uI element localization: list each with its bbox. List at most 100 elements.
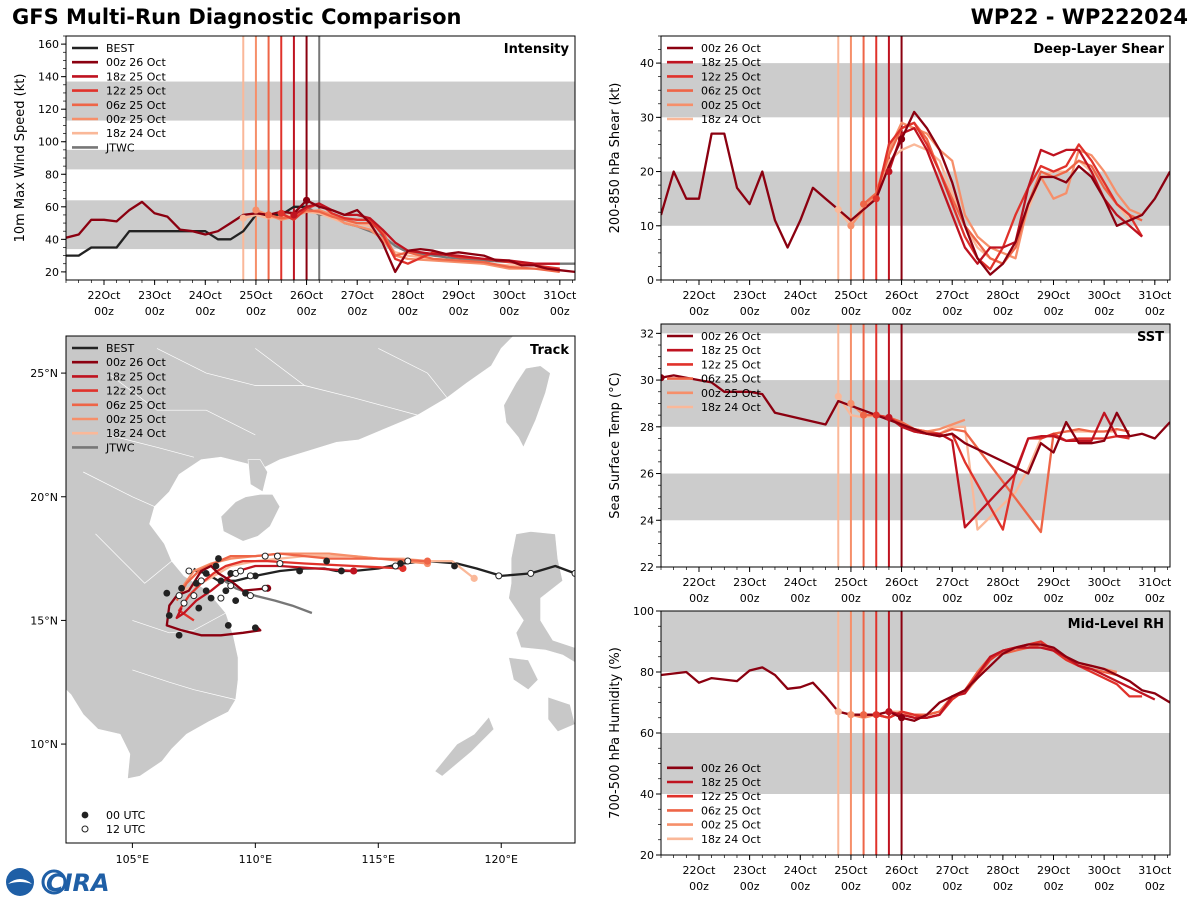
panel-title: Track <box>530 343 569 358</box>
series-line <box>661 110 1170 276</box>
x-tick-hour: 00z <box>993 592 1013 605</box>
init-marker <box>264 211 273 219</box>
panel-title: Mid-Level RH <box>1068 617 1164 632</box>
x-tick-hour: 00z <box>740 592 760 605</box>
marker-12utc <box>246 592 254 600</box>
y-tick-label: 30 <box>640 111 654 124</box>
legend-label: 18z 25 Oct <box>106 370 166 383</box>
threshold-band <box>661 380 1170 427</box>
x-tick-hour: 00z <box>892 305 912 318</box>
marker-00utc <box>227 570 235 577</box>
x-tick-day: 31Oct <box>543 289 577 302</box>
init-marker <box>302 196 311 204</box>
y-tick-label: 140 <box>38 71 59 84</box>
x-tick-hour: 00z <box>1044 305 1064 318</box>
x-tick-hour: 00z <box>449 305 469 318</box>
legend-label: JTWC <box>105 441 135 454</box>
cira-logo-text: CIRA <box>46 869 110 897</box>
marker-12utc <box>237 567 245 575</box>
marker-12utc <box>185 567 193 575</box>
panel-track: 105°E 110°E 115°E 120°E 10°N 15°N 20°N 25°N Trac… <box>30 335 576 866</box>
x-tick-hour: 00z <box>1094 880 1114 893</box>
marker-legend-label: 00 UTC <box>106 809 146 822</box>
province-border <box>107 372 256 436</box>
x-tick-day: 26Oct <box>885 864 919 877</box>
noaa-cira-logo: CIRA <box>6 868 110 897</box>
x-tick-day: 27Oct <box>936 864 970 877</box>
y-tick-label: 26 <box>640 468 654 481</box>
threshold-band <box>661 473 1170 521</box>
x-tick-hour: 00z <box>689 880 709 893</box>
province-border <box>132 669 236 700</box>
panel-rh: 20 40 60 80 100 22Oct 00z 23Oct 00z 24Oct 00z 25Oct… <box>608 605 1172 893</box>
legend-label: 12z 25 Oct <box>106 385 166 398</box>
palawan-island <box>434 716 495 777</box>
x-tick-hour: 00z <box>1094 592 1114 605</box>
threshold-band <box>661 324 1170 334</box>
x-tick-hour: 00z <box>499 305 519 318</box>
x-tick-hour: 00z <box>1145 305 1165 318</box>
province-border <box>107 434 194 458</box>
x-tick-day: 28Oct <box>986 289 1020 302</box>
x-tick-hour: 00z <box>892 880 912 893</box>
lat-tick-label: 10°N <box>30 738 58 751</box>
y-tick-label: 24 <box>640 514 654 527</box>
y-axis-label: Sea Surface Temp (°C) <box>608 372 623 519</box>
x-tick-hour: 00z <box>550 305 570 318</box>
marker-00utc <box>338 567 345 575</box>
marker-00utc <box>178 584 185 592</box>
init-marker <box>834 392 842 401</box>
legend-label: 18z 24 Oct <box>701 113 761 126</box>
x-tick-day: 25Oct <box>834 864 868 877</box>
x-tick-hour: 00z <box>297 305 317 318</box>
marker-00utc <box>251 624 259 632</box>
legend-label: 18z 24 Oct <box>701 401 761 414</box>
plot-area <box>661 611 1170 855</box>
init-marker <box>239 214 247 222</box>
lon-tick-label: 105°E <box>116 853 149 866</box>
lat-tick-label: 15°N <box>30 614 58 627</box>
marker-legend-label: 12 UTC <box>106 823 146 836</box>
legend-label: 06z 25 Oct <box>701 804 761 817</box>
x-tick-day: 23Oct <box>733 576 767 589</box>
x-tick-day: 28Oct <box>986 864 1020 877</box>
marker-12utc <box>495 572 503 580</box>
init-marker <box>897 135 906 143</box>
marker-00utc <box>296 567 303 575</box>
legend-label: 00z 26 Oct <box>701 762 761 775</box>
marker-12utc <box>261 584 269 592</box>
legend-label: 00z 25 Oct <box>106 113 166 126</box>
luzon-island <box>508 531 575 663</box>
panel-sst: 22 24 26 28 30 32 22Oct 00z 23Oct 00z 24Oct 00z 25Oc… <box>608 323 1172 605</box>
x-tick-hour: 00z <box>1145 592 1165 605</box>
panel-title: Intensity <box>504 42 570 57</box>
y-tick-label: 20 <box>640 166 654 179</box>
x-tick-hour: 00z <box>892 592 912 605</box>
x-tick-hour: 00z <box>942 592 962 605</box>
province-border <box>95 533 172 584</box>
marker-12utc <box>527 569 535 577</box>
x-tick-day: 29Oct <box>1037 576 1071 589</box>
marker-12utc <box>273 552 281 560</box>
panel-shear: 0 10 20 30 40 22Oct 00z 23Oct 00z 24Oct 00z 25Oct 00… <box>608 35 1172 318</box>
legend-label: BEST <box>106 42 134 55</box>
legend-label: 00z 25 Oct <box>106 413 166 426</box>
threshold-band <box>661 63 1170 118</box>
marker-00utc <box>163 589 171 597</box>
map-frame <box>65 335 576 844</box>
x-tick-hour: 00z <box>993 305 1013 318</box>
legend-label: 00z 26 Oct <box>701 42 761 55</box>
x-tick-hour: 00z <box>790 880 810 893</box>
x-tick-day: 31Oct <box>1138 289 1172 302</box>
init-marker <box>277 209 285 217</box>
province-border <box>378 348 448 399</box>
threshold-band <box>661 733 1170 794</box>
marker-00utc <box>165 612 173 619</box>
series-line <box>66 199 575 274</box>
panel-title: SST <box>1137 330 1164 345</box>
marker-legend-12utc <box>81 825 89 833</box>
init-marker <box>847 711 855 719</box>
x-tick-hour: 00z <box>347 305 367 318</box>
x-tick-hour: 00z <box>689 592 709 605</box>
y-tick-label: 10 <box>640 220 654 233</box>
